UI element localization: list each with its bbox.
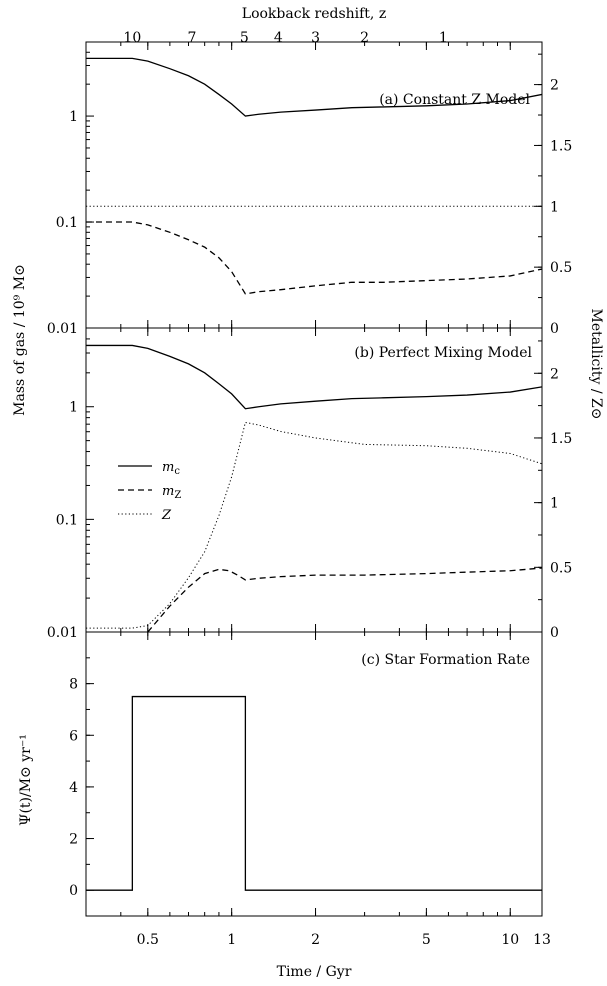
legend-label: mZ (162, 484, 181, 501)
top-tick-label: 4 (274, 30, 283, 46)
top-tick-label: 7 (187, 30, 196, 46)
top-axis-label: Lookback redshift, z (242, 6, 386, 22)
y-left-tick-label: 0.1 (56, 512, 78, 528)
x-axis-ticks: 0.5 1 2 5 10 13 (137, 932, 551, 948)
panel-title: (b) Perfect Mixing Model (354, 345, 532, 361)
x-tick-label: 5 (422, 932, 431, 948)
legend-label: mc (162, 460, 180, 477)
x-tick-label: 1 (227, 932, 236, 948)
y-left-tick-label: 0.01 (47, 625, 78, 641)
y-left-tick-label: 1 (69, 109, 78, 125)
x-tick-label: 10 (501, 932, 519, 948)
left-axis-label: Mass of gas / 10⁹ M⊙ (12, 264, 28, 416)
y-left-tick-label: 0 (69, 883, 78, 899)
top-tick-label: 10 (123, 30, 141, 46)
x-tick-label: 0.5 (137, 932, 159, 948)
x-tick-label: 13 (533, 932, 551, 948)
x-axis-label: Time / Gyr (277, 964, 352, 980)
series-line-m-c (86, 344, 542, 410)
series-line-z (86, 421, 542, 629)
y-right-tick-label: 0 (550, 625, 559, 641)
y-right-tick-label: 0.5 (550, 260, 572, 276)
series-line-m-z (86, 221, 542, 295)
panel-star-formation: (c) Star Formation Rate 0 2 4 6 8 (69, 631, 543, 917)
panel-title: (c) Star Formation Rate (361, 652, 530, 668)
y-left-tick-label: 4 (69, 780, 78, 796)
right-axis-label: Metallicity / Z⊙ (588, 309, 604, 420)
y-right-tick-label: 1.5 (550, 431, 572, 447)
top-tick-label: 2 (360, 30, 369, 46)
sfr-axis-label: Ψ(t)/M⊙ yr⁻¹ (18, 734, 34, 826)
top-tick-label: 1 (439, 30, 448, 46)
legend-label: Z (161, 508, 172, 523)
panel-title: (a) Constant Z Model (379, 92, 530, 108)
y-right-tick-label: 2 (550, 78, 559, 94)
panel-constant-z: (a) Constant Z Model 0.01 0.1 1 0 0.5 1 1.5 2 (47, 41, 572, 337)
y-right-tick-label: 0.5 (550, 560, 572, 576)
y-right-tick-label: 1.5 (550, 138, 572, 154)
y-right-tick-label: 2 (550, 366, 559, 382)
y-left-tick-label: 1 (69, 400, 78, 416)
top-tick-label: 3 (311, 30, 320, 46)
y-left-tick-label: 2 (69, 832, 78, 848)
series-line-sfr (86, 695, 542, 891)
top-tick-label: 5 (240, 30, 249, 46)
y-left-tick-label: 0.01 (47, 321, 78, 337)
legend: mc mZ Z (118, 460, 181, 523)
panel-frame (85, 631, 543, 917)
y-left-tick-label: 8 (69, 677, 78, 693)
y-right-tick-label: 1 (550, 199, 559, 215)
y-right-tick-label: 1 (550, 496, 559, 512)
x-tick-label: 2 (311, 932, 320, 948)
y-left-tick-label: 6 (69, 728, 78, 744)
panel-frame (85, 327, 543, 633)
y-right-tick-label: 0 (550, 321, 559, 337)
series-line-m-z (147, 567, 542, 632)
y-left-tick-label: 0.1 (56, 215, 78, 231)
panel-frame (85, 41, 543, 329)
panel-perfect-mixing: (b) Perfect Mixing Model 0.01 0.1 1 0 0.5 1 1.… (47, 327, 572, 641)
series-line-m-c (86, 57, 542, 117)
